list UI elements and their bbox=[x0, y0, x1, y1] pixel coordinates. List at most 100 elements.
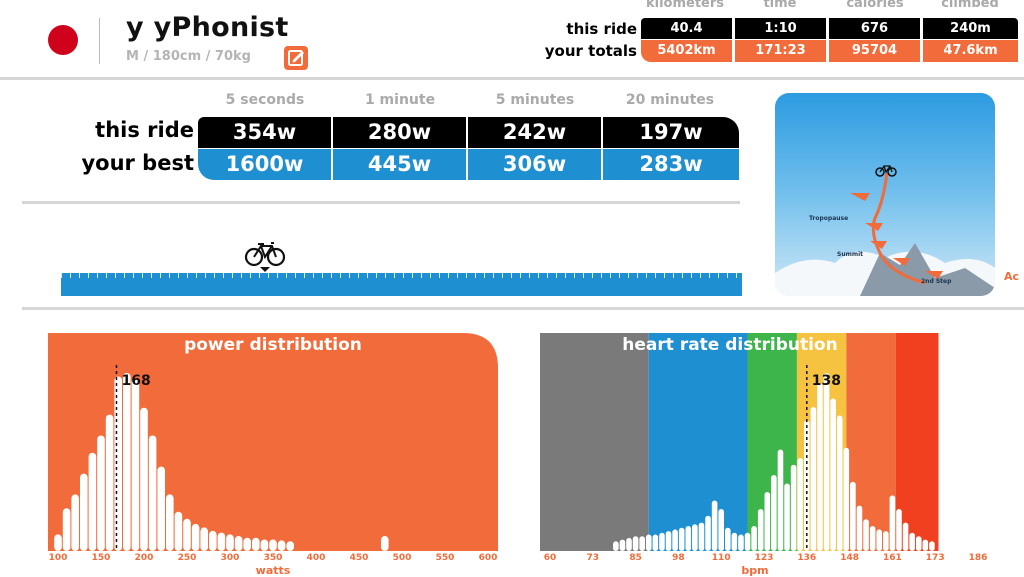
power-row-label-best: your best bbox=[81, 151, 194, 175]
progress-ticks bbox=[61, 273, 742, 278]
next-route-label-cut: Ac bbox=[1004, 270, 1020, 283]
heart-rate-bar bbox=[797, 458, 804, 551]
heart-rate-bar bbox=[757, 509, 764, 551]
heart-rate-bar bbox=[896, 509, 902, 551]
this-ride-5-seconds: 354w bbox=[198, 117, 331, 148]
col-header-20-minutes: 20 minutes bbox=[625, 92, 715, 108]
section-divider bbox=[0, 77, 1024, 80]
power-x-tick: 550 bbox=[435, 553, 455, 563]
power-distribution-chart: power distribution 168 100 150 200 250 300 35… bbox=[48, 333, 498, 577]
power-bar bbox=[105, 414, 114, 551]
section-divider bbox=[22, 307, 1024, 310]
heart-rate-bar bbox=[724, 527, 731, 551]
heart-rate-bar bbox=[751, 526, 757, 551]
summary-row-label-totals: your totals bbox=[544, 42, 637, 60]
heart-rate-bar bbox=[698, 522, 705, 551]
power-x-tick: 600 bbox=[478, 553, 498, 563]
heart-rate-bar bbox=[790, 464, 797, 551]
heart-rate-bar bbox=[613, 541, 619, 551]
power-x-tick: 350 bbox=[263, 553, 283, 563]
rider-name: y yPhonist bbox=[126, 12, 289, 43]
totals-kilometers: 5402km bbox=[641, 40, 732, 62]
heart-rate-bar bbox=[619, 539, 626, 551]
route-map-illustration bbox=[775, 172, 995, 296]
route-map-thumbnail[interactable]: Tropopause Summit 2nd Step bbox=[775, 93, 995, 296]
heart-rate-bar bbox=[863, 519, 869, 551]
col-header-kilometers: kilometers bbox=[645, 0, 725, 11]
this-ride-time: 1:10 bbox=[735, 18, 826, 39]
col-header-1-minute: 1 minute bbox=[364, 92, 436, 108]
heart-rate-bar bbox=[771, 475, 777, 551]
best-1-minute: 445w bbox=[333, 149, 466, 180]
hr-zone-2 bbox=[648, 333, 748, 551]
heart-rate-bar bbox=[718, 509, 724, 551]
heart-rate-x-axis-label: bpm bbox=[741, 564, 769, 577]
heart-rate-marker-label: 138 bbox=[811, 373, 842, 389]
heart-rate-x-tick: 98 bbox=[672, 553, 685, 563]
heart-rate-bar bbox=[665, 531, 672, 551]
heart-rate-bar bbox=[672, 529, 678, 551]
power-bar bbox=[243, 537, 251, 551]
best-20-minutes: 283w bbox=[603, 149, 739, 180]
heart-rate-bar bbox=[678, 527, 685, 551]
heart-rate-bar bbox=[652, 534, 659, 551]
heart-rate-x-tick: 161 bbox=[882, 553, 902, 563]
heart-rate-bar bbox=[784, 483, 790, 551]
power-bar bbox=[123, 373, 131, 551]
heart-rate-distribution-plot bbox=[540, 333, 939, 551]
bicycle-position-icon bbox=[244, 242, 286, 272]
country-flag bbox=[48, 25, 78, 55]
power-row-label-this-ride: this ride bbox=[95, 118, 194, 142]
power-bar bbox=[277, 540, 286, 551]
best-5-minutes: 306w bbox=[468, 149, 601, 180]
this-ride-5-minutes: 242w bbox=[468, 117, 601, 148]
power-bar bbox=[97, 435, 105, 551]
hr-zone-6 bbox=[895, 333, 939, 551]
power-bar bbox=[252, 537, 260, 551]
heart-rate-x-tick: 123 bbox=[754, 553, 774, 563]
power-bar bbox=[114, 376, 122, 551]
heart-rate-bar bbox=[692, 524, 698, 551]
heart-rate-bar bbox=[764, 492, 771, 551]
col-header-calories: calories bbox=[846, 0, 904, 11]
heart-rate-distribution-chart: heart rate distribution 138 60 73 85 98 110 1… bbox=[540, 333, 988, 577]
power-bar bbox=[260, 539, 269, 551]
heart-rate-bar bbox=[876, 529, 883, 551]
heart-rate-bar bbox=[685, 526, 692, 551]
power-bar bbox=[80, 473, 88, 551]
col-header-5-minutes: 5 minutes bbox=[495, 92, 575, 108]
power-bar bbox=[157, 466, 165, 551]
power-x-tick: 500 bbox=[392, 553, 412, 563]
heart-rate-x-tick: 186 bbox=[968, 553, 988, 563]
heart-rate-x-tick: 85 bbox=[629, 553, 642, 563]
power-bar bbox=[131, 378, 140, 551]
power-x-tick: 300 bbox=[220, 553, 240, 563]
power-x-tick: 100 bbox=[48, 553, 68, 563]
power-x-tick: 400 bbox=[306, 553, 326, 563]
heart-rate-bar bbox=[639, 536, 645, 551]
power-bar bbox=[174, 511, 183, 551]
power-bar bbox=[71, 494, 79, 551]
power-x-tick: 200 bbox=[134, 553, 154, 563]
heart-rate-chart-title: heart rate distribution bbox=[622, 335, 838, 355]
power-bar bbox=[88, 452, 97, 551]
power-bar bbox=[148, 435, 157, 551]
col-header-5-seconds: 5 seconds bbox=[225, 92, 305, 108]
ride-summary-table: kilometers time calories climbed this ri… bbox=[520, 0, 1024, 70]
heart-rate-bar bbox=[659, 532, 665, 551]
heart-rate-bar bbox=[810, 407, 817, 551]
heart-rate-bar bbox=[645, 534, 652, 551]
heart-rate-bar bbox=[632, 536, 639, 551]
heart-rate-bar bbox=[883, 531, 889, 551]
heart-rate-bar bbox=[830, 398, 836, 551]
power-x-tick: 150 bbox=[91, 553, 111, 563]
heart-rate-bar bbox=[626, 537, 632, 551]
edit-profile-button[interactable] bbox=[284, 46, 308, 70]
this-ride-1-minute: 280w bbox=[333, 117, 466, 148]
power-bar bbox=[183, 518, 191, 551]
pencil-icon bbox=[288, 50, 304, 66]
heart-rate-bar bbox=[705, 515, 711, 551]
header-divider bbox=[99, 18, 100, 64]
heart-rate-bar bbox=[731, 532, 738, 551]
this-ride-20-minutes: 197w bbox=[603, 117, 739, 148]
